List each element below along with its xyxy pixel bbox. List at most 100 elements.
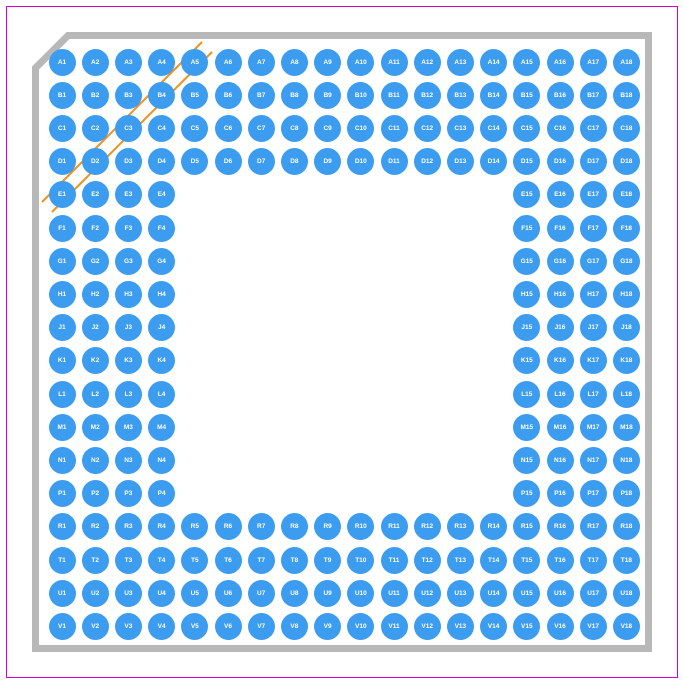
pad-label: T4 <box>158 557 166 564</box>
pad-label: T12 <box>422 557 433 564</box>
pad-label: F2 <box>91 225 99 232</box>
pad-label: V15 <box>521 623 533 630</box>
pad: U13 <box>447 580 474 607</box>
pad-label: A4 <box>157 59 165 66</box>
pad-label: D5 <box>191 158 199 165</box>
pad: L15 <box>513 381 540 408</box>
pad-label: U15 <box>521 590 533 597</box>
pad: B8 <box>281 82 308 109</box>
pad-label: H15 <box>521 291 533 298</box>
pad: F17 <box>580 215 607 242</box>
pad-label: B4 <box>157 92 165 99</box>
pad-label: N3 <box>124 457 132 464</box>
pad: P16 <box>547 480 574 507</box>
pad: N2 <box>82 447 109 474</box>
pad: C13 <box>447 115 474 142</box>
pad: C1 <box>49 115 76 142</box>
pad: D1 <box>49 148 76 175</box>
pad-label: A15 <box>521 59 533 66</box>
pad: D12 <box>414 148 441 175</box>
pad: J17 <box>580 314 607 341</box>
pad-label: R12 <box>421 523 433 530</box>
pad: A13 <box>447 49 474 76</box>
pad: B5 <box>181 82 208 109</box>
pad-label: D16 <box>554 158 566 165</box>
pad-label: D18 <box>620 158 632 165</box>
pad: T18 <box>613 547 640 574</box>
pad: A15 <box>513 49 540 76</box>
pad: F16 <box>547 215 574 242</box>
pad: D6 <box>215 148 242 175</box>
pad: G15 <box>513 248 540 275</box>
pad-label: V16 <box>554 623 566 630</box>
pad: F1 <box>49 215 76 242</box>
pad-label: U7 <box>257 590 265 597</box>
pad-label: R10 <box>355 523 367 530</box>
pad: R18 <box>613 513 640 540</box>
pad-label: B2 <box>91 92 99 99</box>
pad-label: T11 <box>389 557 400 564</box>
pad-label: K15 <box>521 357 533 364</box>
pad: T2 <box>82 547 109 574</box>
pad: C9 <box>314 115 341 142</box>
pad-label: N4 <box>157 457 165 464</box>
pad: U1 <box>49 580 76 607</box>
pad: C12 <box>414 115 441 142</box>
pad-label: A14 <box>488 59 500 66</box>
pad-label: C1 <box>58 125 66 132</box>
pad: T9 <box>314 547 341 574</box>
pad-label: J18 <box>621 324 632 331</box>
pad-label: K2 <box>91 357 99 364</box>
pad: A10 <box>347 49 374 76</box>
pad: L17 <box>580 381 607 408</box>
pad-label: B18 <box>620 92 632 99</box>
pad: U15 <box>513 580 540 607</box>
pad: A8 <box>281 49 308 76</box>
pad: D11 <box>381 148 408 175</box>
pad: R1 <box>49 513 76 540</box>
pad-label: M3 <box>124 424 133 431</box>
pad: E3 <box>115 181 142 208</box>
pad: B12 <box>414 82 441 109</box>
pad: M16 <box>547 414 574 441</box>
pad: E1 <box>49 181 76 208</box>
pad: G17 <box>580 248 607 275</box>
pad-label: A11 <box>388 59 400 66</box>
pad-label: L3 <box>125 391 133 398</box>
pad: T1 <box>49 547 76 574</box>
pad: J3 <box>115 314 142 341</box>
pad-label: B11 <box>388 92 400 99</box>
pad: P4 <box>148 480 175 507</box>
pad-label: D14 <box>488 158 500 165</box>
pad-label: G1 <box>58 258 67 265</box>
pad-label: G2 <box>91 258 100 265</box>
pad-label: A17 <box>587 59 599 66</box>
pad: T8 <box>281 547 308 574</box>
pad-label: A13 <box>454 59 466 66</box>
pad-label: M15 <box>520 424 533 431</box>
pad: T14 <box>480 547 507 574</box>
pad-label: D9 <box>323 158 331 165</box>
pad-label: P3 <box>124 490 132 497</box>
pad: D9 <box>314 148 341 175</box>
pad: D8 <box>281 148 308 175</box>
pad: P18 <box>613 480 640 507</box>
pad-label: A10 <box>355 59 367 66</box>
pad: R7 <box>248 513 275 540</box>
pad-label: U1 <box>58 590 66 597</box>
pad-label: N15 <box>521 457 533 464</box>
pad-label: C2 <box>91 125 99 132</box>
pad: V18 <box>613 613 640 640</box>
pad: A11 <box>381 49 408 76</box>
pad: U11 <box>381 580 408 607</box>
pad: B9 <box>314 82 341 109</box>
pad-label: T18 <box>621 557 632 564</box>
pad-label: H2 <box>91 291 99 298</box>
pad: M4 <box>148 414 175 441</box>
pad: U4 <box>148 580 175 607</box>
pad: V6 <box>215 613 242 640</box>
pad: V4 <box>148 613 175 640</box>
pad-label: R3 <box>124 523 132 530</box>
pad: C15 <box>513 115 540 142</box>
pad-label: B5 <box>191 92 199 99</box>
